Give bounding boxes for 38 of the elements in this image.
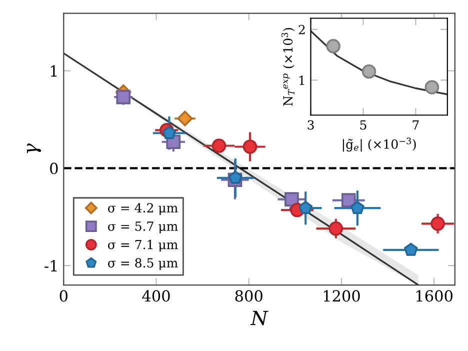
point bbox=[424, 80, 440, 94]
x-tick-label: 3 bbox=[308, 120, 314, 130]
x-tick-label: 7 bbox=[412, 120, 419, 130]
point bbox=[177, 110, 193, 126]
y-axis-title: N$_{T}$$^{exp}$ (×10$^{3}$) bbox=[281, 28, 294, 106]
point bbox=[430, 216, 445, 231]
y-axis-title: γ bbox=[26, 143, 42, 154]
point bbox=[326, 38, 340, 54]
legend-label: σ = 5.7 μm bbox=[108, 222, 178, 234]
legend-label: σ = 7.1 μm bbox=[108, 240, 178, 252]
point bbox=[328, 221, 344, 236]
point bbox=[341, 193, 356, 208]
y-tick-label: 1 bbox=[50, 65, 57, 77]
y-tick-label: 0 bbox=[50, 162, 58, 174]
x-tick-label: 400 bbox=[142, 290, 170, 302]
point bbox=[404, 242, 418, 256]
x-tick-label: 5 bbox=[360, 120, 366, 130]
x-tick-label: 800 bbox=[235, 290, 262, 302]
point bbox=[284, 192, 299, 206]
x-axis-title: N bbox=[250, 310, 268, 326]
y-tick-label: 2 bbox=[298, 24, 305, 34]
x-axis-title: |g̃$_{e}$| (×10$^{−3}$) bbox=[342, 138, 416, 152]
x-tick-label: 0 bbox=[60, 290, 68, 302]
line-series bbox=[310, 30, 448, 96]
point bbox=[116, 90, 131, 104]
y-tick-label: 1 bbox=[299, 76, 304, 85]
point bbox=[162, 126, 176, 140]
x-tick-label: 1600 bbox=[416, 290, 452, 302]
point bbox=[298, 200, 312, 214]
point bbox=[242, 140, 258, 154]
y-tick-label: -1 bbox=[44, 260, 57, 272]
point bbox=[350, 200, 364, 214]
point bbox=[362, 64, 376, 79]
x-tick-label: 1200 bbox=[324, 290, 360, 302]
point bbox=[228, 170, 242, 184]
legend-label: σ = 4.2 μm bbox=[108, 203, 178, 215]
legend-label: σ = 8.5 μm bbox=[108, 258, 178, 270]
point bbox=[212, 138, 226, 153]
